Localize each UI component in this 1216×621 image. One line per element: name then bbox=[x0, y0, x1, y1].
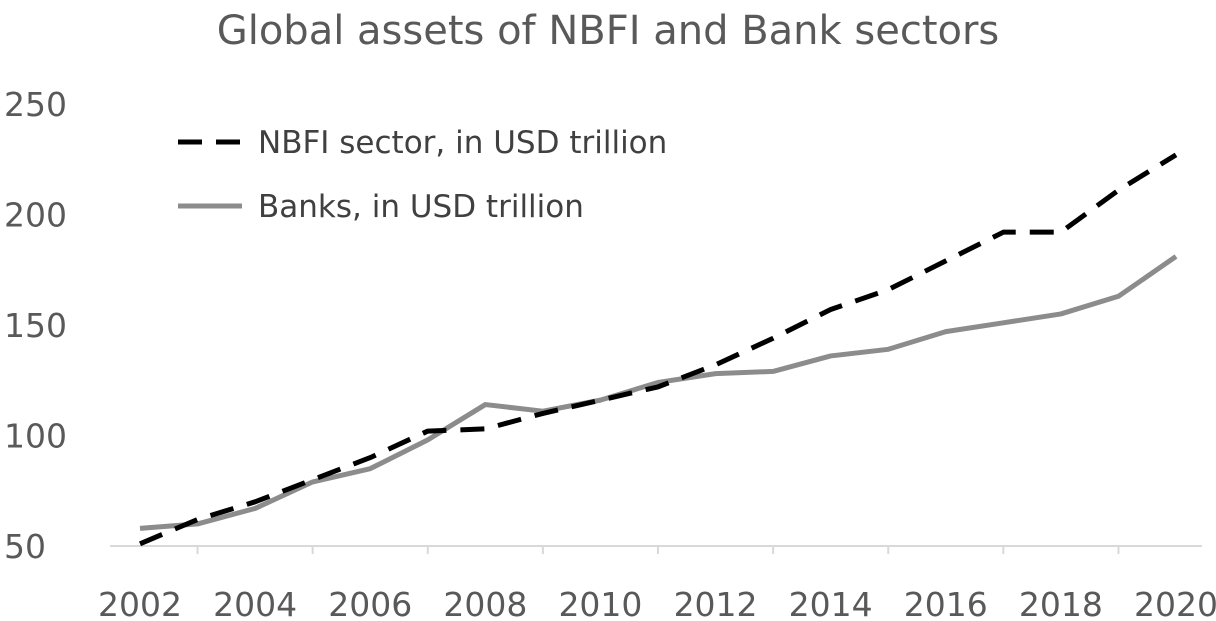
y-tick-label: 100 bbox=[4, 417, 67, 456]
x-tick-label: 2006 bbox=[328, 585, 412, 621]
y-tick-label: 250 bbox=[4, 85, 67, 124]
y-tick-label: 50 bbox=[4, 527, 46, 566]
x-tick-label: 2002 bbox=[98, 585, 182, 621]
x-tick-label: 2008 bbox=[443, 585, 527, 621]
x-tick-label: 2010 bbox=[558, 585, 642, 621]
legend: NBFI sector, in USD trillion Banks, in US… bbox=[178, 125, 667, 225]
y-tick-label: 150 bbox=[4, 306, 67, 345]
series-lines bbox=[139, 152, 1178, 547]
x-tick-label: 2016 bbox=[904, 585, 988, 621]
x-tick-label: 2012 bbox=[674, 585, 758, 621]
legend-label: NBFI sector, in USD trillion bbox=[258, 125, 667, 161]
y-axis-tick-labels: 50 100 150 200 250 bbox=[4, 85, 67, 566]
series-line-nbfi bbox=[139, 152, 1178, 547]
chart-title: Global assets of NBFI and Bank sectors bbox=[217, 8, 1000, 54]
series-line-banks bbox=[139, 254, 1178, 531]
x-tick-label: 2014 bbox=[789, 585, 873, 621]
y-tick-label: 200 bbox=[4, 196, 67, 235]
x-tick-label: 2020 bbox=[1134, 585, 1216, 621]
legend-label: Banks, in USD trillion bbox=[258, 189, 584, 225]
x-tick-label: 2004 bbox=[213, 585, 297, 621]
x-axis-tick-marks bbox=[196, 546, 1120, 554]
x-tick-label: 2018 bbox=[1019, 585, 1103, 621]
x-axis-tick-labels: 2002 2004 2006 2008 2010 2012 2014 2016 2018 2020 bbox=[98, 585, 1216, 621]
